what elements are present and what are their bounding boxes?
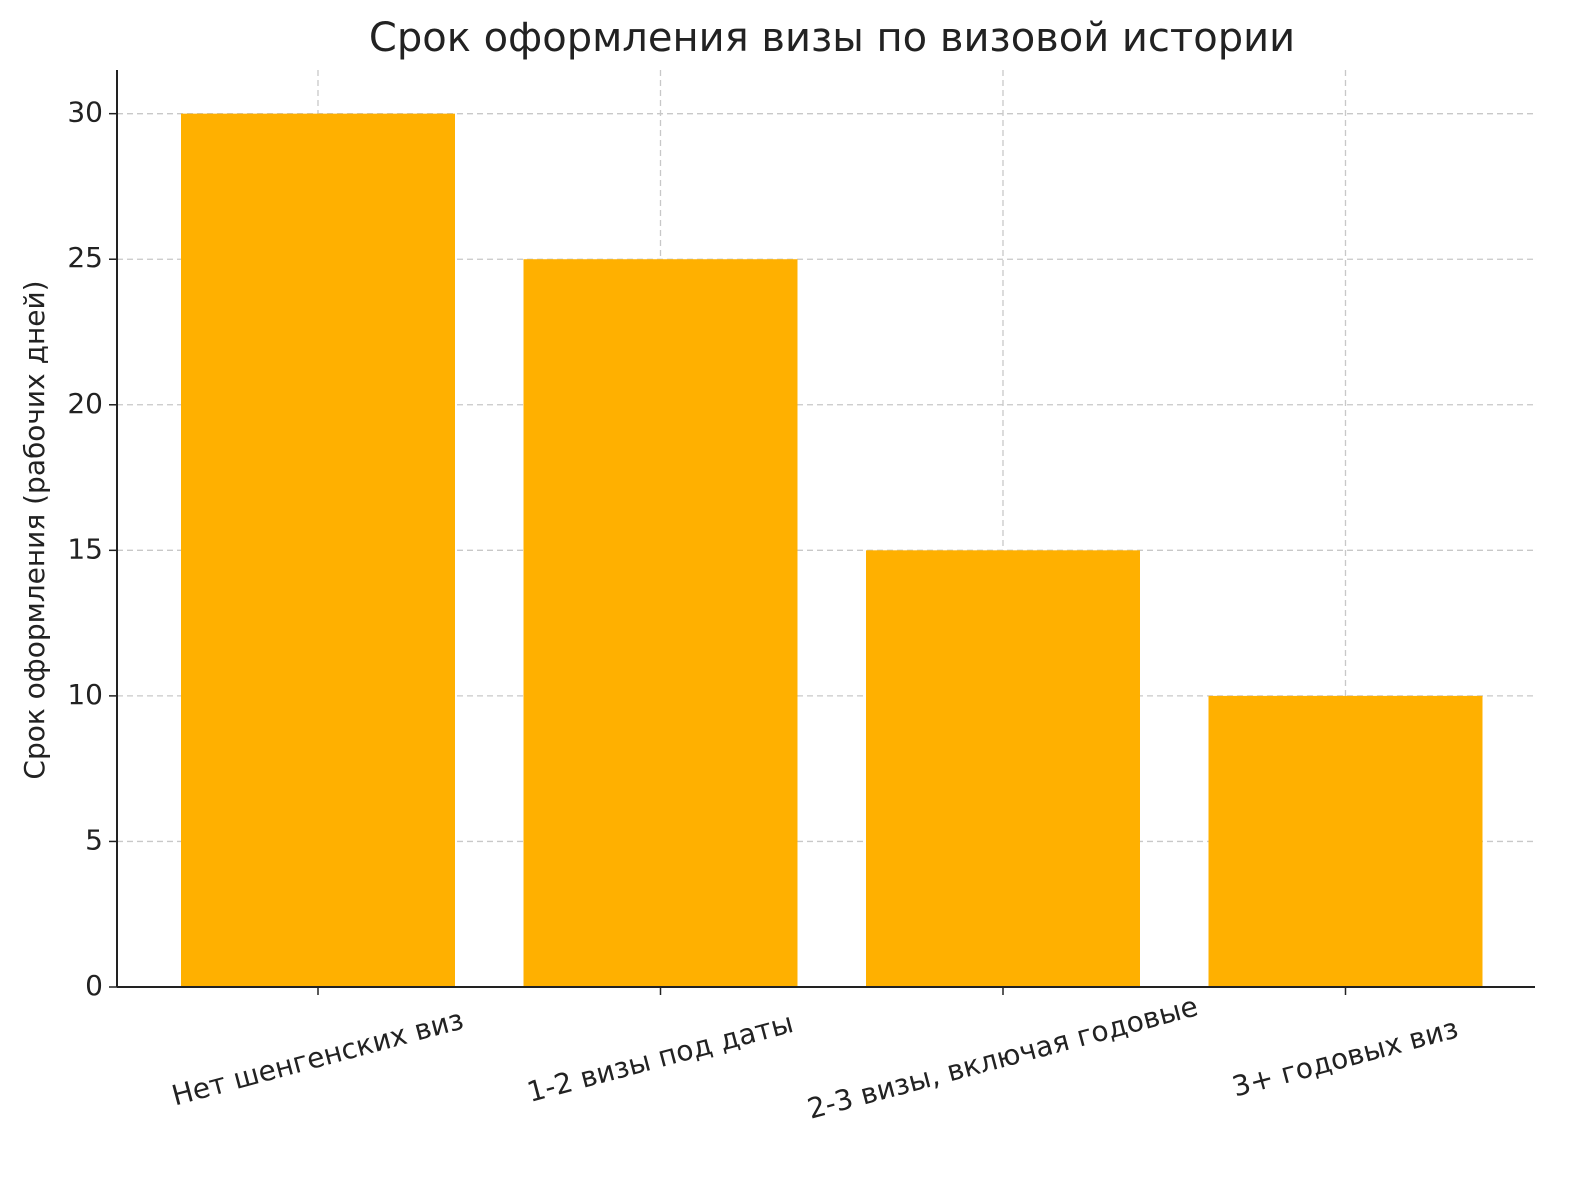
- bar: [181, 113, 455, 987]
- y-tick-label: 15: [67, 532, 103, 565]
- y-tick-label: 25: [67, 241, 103, 274]
- y-tick-label: 10: [67, 678, 103, 711]
- y-axis-label: Срок оформления (рабочих дней): [18, 280, 51, 779]
- y-tick-label: 20: [67, 387, 103, 420]
- y-tick-label: 5: [85, 823, 103, 856]
- bar: [1208, 695, 1483, 987]
- x-tick-label: 2-3 визы, включая годовые: [804, 990, 1201, 1126]
- bar: [523, 259, 798, 987]
- x-tick-label: Нет шенгенских виз: [168, 1003, 467, 1113]
- chart-title: Срок оформления визы по визовой истории: [369, 15, 1295, 61]
- x-tick-label: 1-2 визы под даты: [524, 1006, 797, 1109]
- x-tick-label: 3+ годовых виз: [1229, 1012, 1462, 1104]
- y-tick-label: 0: [85, 969, 103, 1002]
- bar: [866, 550, 1140, 987]
- y-tick-label: 30: [67, 96, 103, 129]
